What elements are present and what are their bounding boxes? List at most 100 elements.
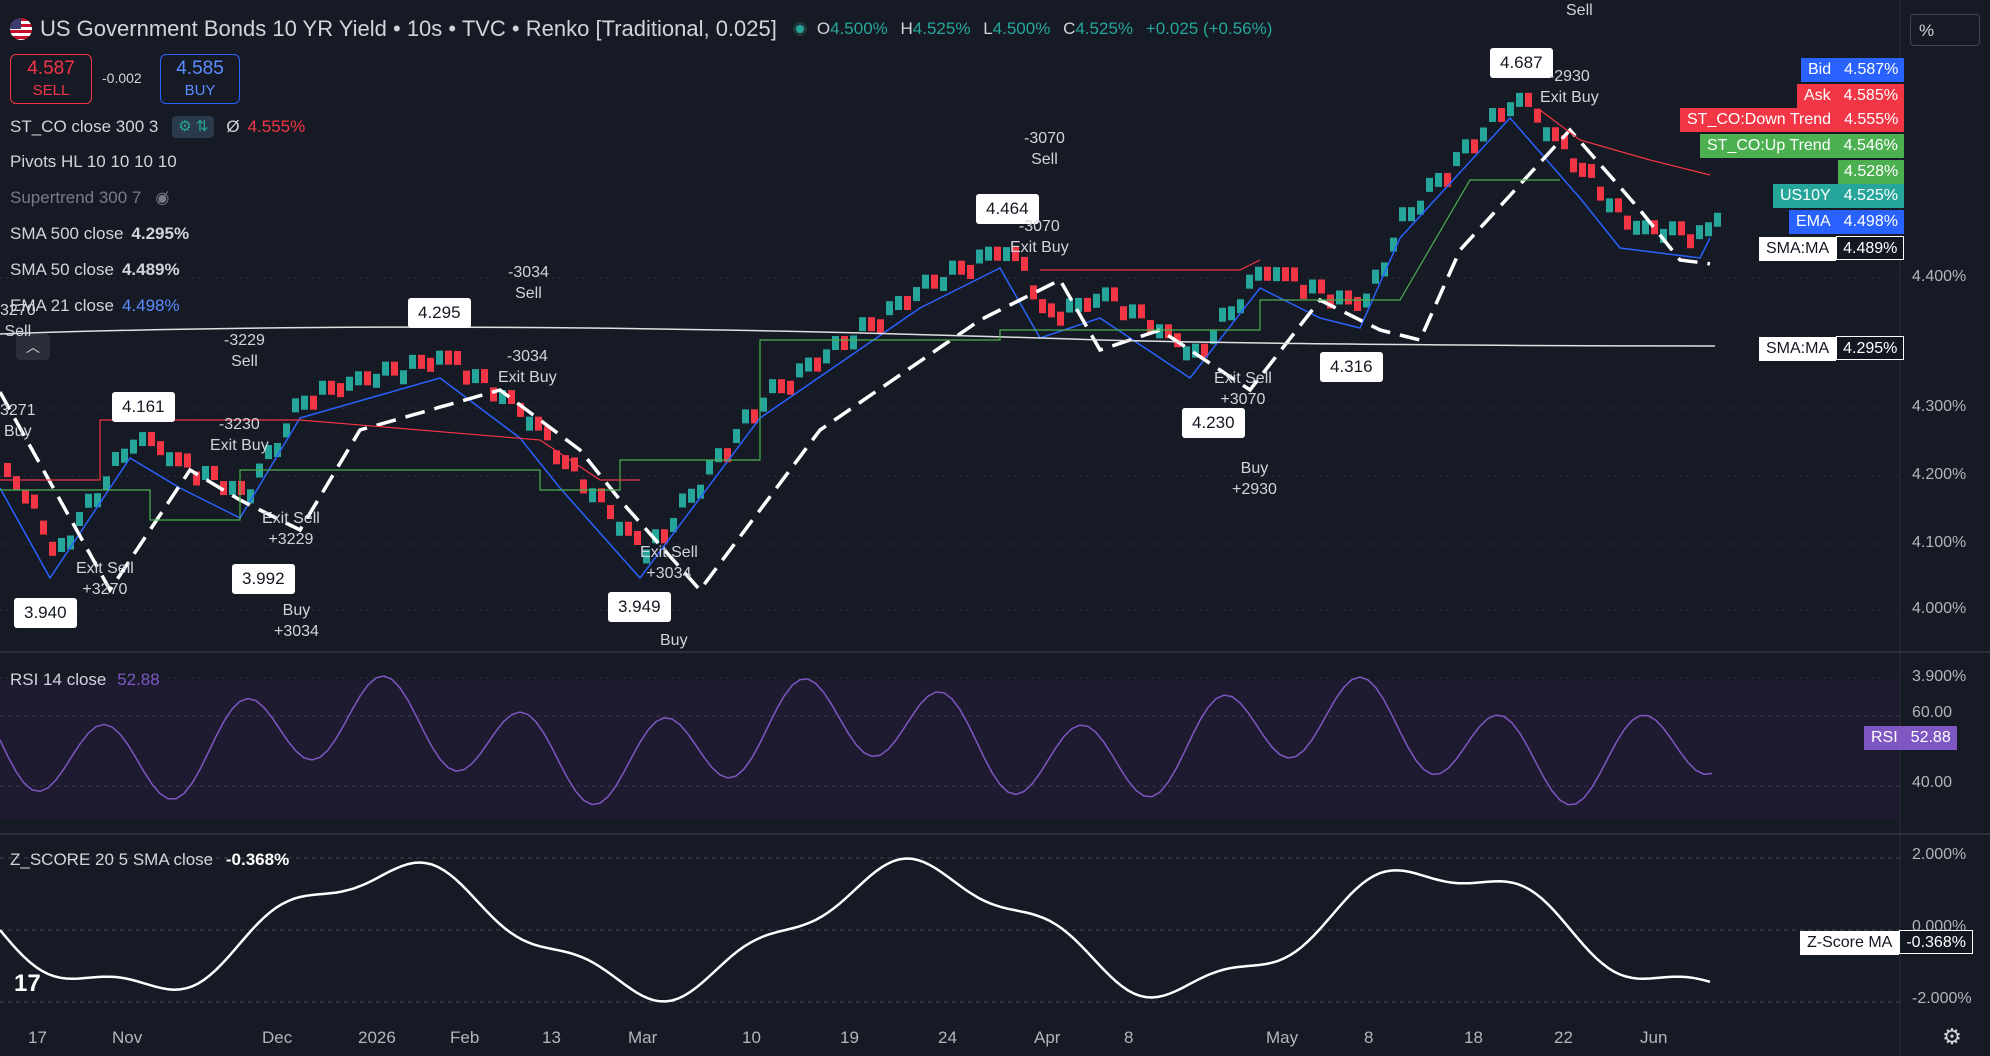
pivot-label: 3.940 <box>14 598 77 628</box>
renko-brick <box>1192 343 1199 358</box>
renko-brick <box>1381 262 1388 277</box>
legend-supertrend[interactable]: Supertrend 300 7 ◉̸ <box>10 188 170 207</box>
time-axis-label: Apr <box>1034 1028 1061 1047</box>
renko-brick <box>940 276 947 291</box>
scale-mode-button[interactable]: % <box>1910 14 1980 46</box>
renko-brick <box>1354 296 1361 311</box>
trade-annotation: 3270 Sell <box>0 302 36 340</box>
renko-brick <box>841 336 848 351</box>
legend-sma50[interactable]: SMA 50 close 4.489% <box>10 260 180 279</box>
tradingview-logo[interactable]: 17 <box>14 970 41 997</box>
renko-brick <box>850 335 857 350</box>
renko-brick <box>1048 303 1055 318</box>
renko-brick <box>661 529 668 544</box>
trade-annotation: Buy <box>660 632 688 649</box>
renko-brick <box>967 264 974 279</box>
symbol-header[interactable]: US Government Bonds 10 YR Yield • 10s • … <box>10 14 1280 44</box>
renko-brick <box>787 380 794 395</box>
renko-brick <box>265 445 272 460</box>
settings-gear-icon[interactable]: ⚙ <box>1942 1024 1962 1049</box>
renko-brick <box>643 549 650 564</box>
renko-brick <box>931 274 938 289</box>
sma500-line <box>0 326 1716 347</box>
renko-brick <box>1597 186 1604 201</box>
renko-brick <box>247 489 254 504</box>
renko-brick <box>688 488 695 503</box>
renko-brick <box>1498 107 1505 122</box>
pivot-label: 4.464 <box>976 194 1039 224</box>
renko-brick <box>1606 198 1613 213</box>
renko-brick <box>733 429 740 444</box>
renko-brick <box>1669 221 1676 236</box>
price-tag-8: SMA:MA 4.295% <box>1759 336 1905 361</box>
renko-brick <box>724 448 731 463</box>
renko-brick <box>1228 306 1235 321</box>
sell-button[interactable]: 4.587 SELL <box>10 54 92 104</box>
zscore-legend[interactable]: Z_SCORE 20 5 SMA close -0.368% <box>10 850 290 869</box>
renko-brick <box>832 336 839 351</box>
time-axis-label: Jun <box>1640 1028 1668 1047</box>
renko-brick <box>625 521 632 536</box>
pivot-label: 3.949 <box>608 592 671 622</box>
renko-brick <box>571 457 578 472</box>
rsi-tag: RSI 52.88 <box>1864 726 1957 750</box>
indicator-settings-icon[interactable]: ⚙ ⇅ <box>172 116 215 138</box>
renko-brick <box>1345 290 1352 305</box>
symbol-title[interactable]: US Government Bonds 10 YR Yield • 10s • … <box>40 16 777 41</box>
renko-brick <box>1147 320 1154 335</box>
renko-brick <box>1687 234 1694 249</box>
renko-brick <box>1129 304 1136 319</box>
renko-brick <box>769 379 776 394</box>
rsi-legend[interactable]: RSI 14 close 52.88 <box>10 670 160 689</box>
pivot-label: 4.316 <box>1320 352 1383 382</box>
price-axis-label: 4.200% <box>1912 466 1967 483</box>
renko-brick <box>517 402 524 417</box>
renko-brick <box>1390 237 1397 252</box>
ema-line <box>0 116 1711 580</box>
trade-annotation: Buy +3034 <box>274 602 319 640</box>
renko-brick <box>1336 290 1343 305</box>
renko-brick <box>94 493 101 508</box>
renko-brick <box>103 476 110 491</box>
renko-brick <box>1651 220 1658 235</box>
renko-brick <box>1480 127 1487 142</box>
renko-brick <box>994 246 1001 261</box>
renko-brick <box>157 441 164 456</box>
renko-brick <box>1084 297 1091 312</box>
price-axis-label: 4.100% <box>1912 534 1967 551</box>
hidden-eye-icon[interactable]: ◉̸ <box>155 190 170 207</box>
price-tag-6: EMA 4.498% <box>1789 210 1904 234</box>
renko-brick <box>1624 215 1631 230</box>
renko-brick <box>562 455 569 470</box>
renko-brick <box>1237 299 1244 314</box>
renko-brick <box>1111 287 1118 302</box>
renko-brick <box>76 512 83 527</box>
renko-brick <box>1588 163 1595 178</box>
renko-brick <box>1246 274 1253 289</box>
legend-ema21[interactable]: EMA 21 close 4.498% <box>10 296 180 315</box>
renko-brick <box>121 448 128 463</box>
time-axis-label: Dec <box>262 1028 293 1047</box>
zscore-axis-2: 2.000% <box>1912 846 1967 863</box>
empty-set-icon: Ø <box>226 117 240 136</box>
buy-button[interactable]: 4.585 BUY <box>160 54 240 104</box>
legend-sma500[interactable]: SMA 500 close 4.295% <box>10 224 190 243</box>
legend-stco[interactable]: ST_CO close 300 3 ⚙ ⇅ Ø 4.555% <box>10 116 306 138</box>
trade-annotation: Exit Sell +3034 <box>640 544 698 582</box>
rsi-line <box>0 675 1713 806</box>
time-axis-label: 8 <box>1364 1028 1374 1047</box>
renko-brick <box>490 387 497 402</box>
renko-brick <box>1471 139 1478 154</box>
spread-value: -0.002 <box>102 70 142 86</box>
renko-brick <box>1327 294 1334 309</box>
renko-brick <box>67 535 74 550</box>
renko-brick <box>1570 158 1577 173</box>
collapse-legend-button[interactable]: ︿ <box>16 334 50 360</box>
renko-brick <box>1453 152 1460 167</box>
time-axis-label: 24 <box>938 1028 957 1047</box>
renko-brick <box>1642 220 1649 235</box>
legend-pivots[interactable]: Pivots HL 10 10 10 10 <box>10 152 177 171</box>
renko-brick <box>508 390 515 405</box>
renko-brick <box>1462 139 1469 154</box>
